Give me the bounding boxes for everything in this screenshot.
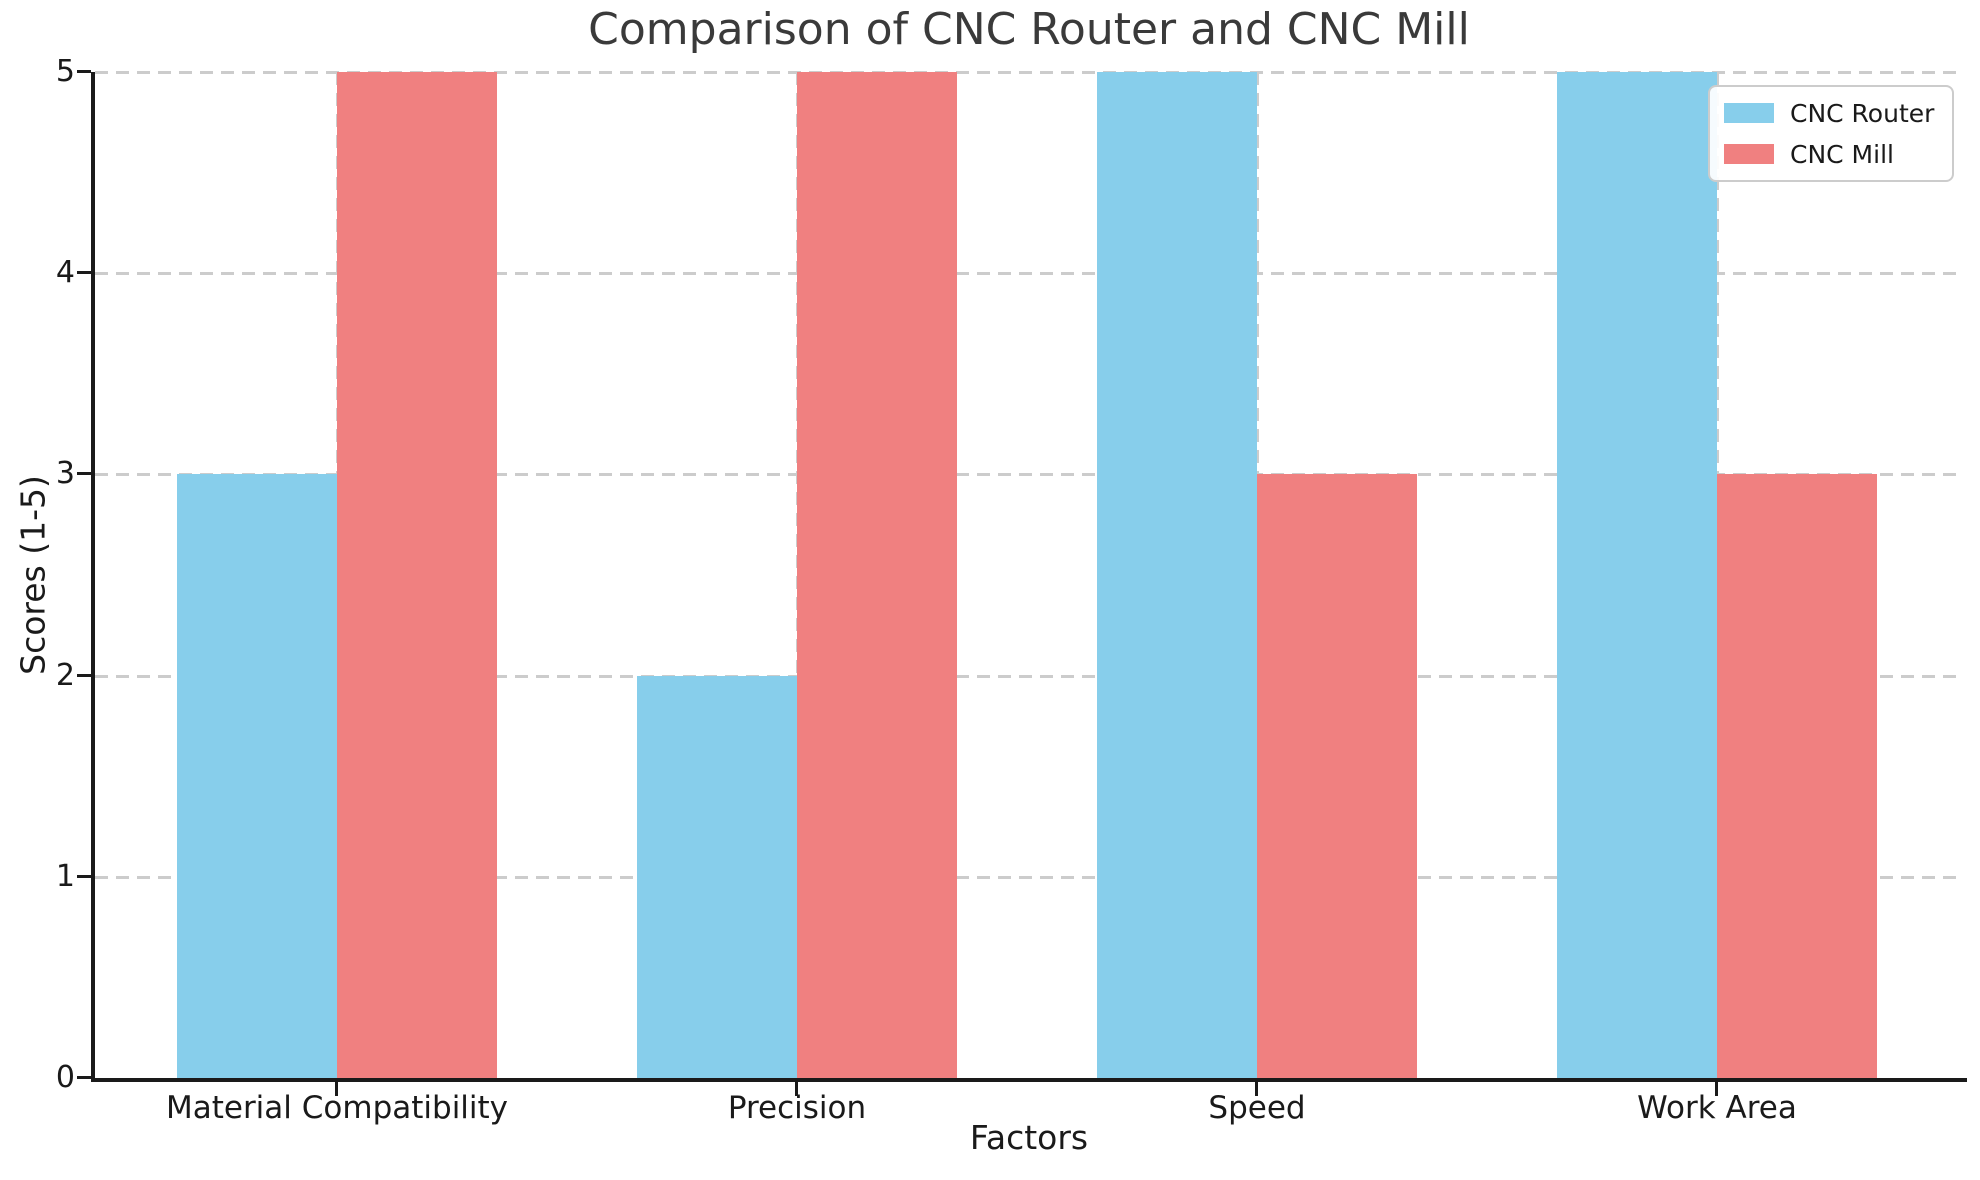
y-tick-label: 0	[55, 1060, 75, 1095]
x-axis-title: Factors	[969, 1118, 1089, 1157]
bar-cnc-router-speed	[1097, 72, 1257, 1078]
y-tick-mark	[77, 1076, 91, 1079]
x-tick-label: Work Area	[1637, 1090, 1797, 1126]
x-axis-spine	[91, 1078, 1967, 1082]
x-tick-mark	[1715, 1082, 1718, 1096]
h-gridline	[95, 674, 1963, 678]
bar-cnc-router-work-area	[1557, 72, 1717, 1078]
y-axis-spine	[91, 72, 95, 1082]
legend: CNC Router CNC Mill	[1708, 85, 1955, 182]
y-axis-title: Scores (1-5)	[13, 475, 53, 675]
y-tick-label: 2	[55, 657, 75, 693]
h-gridline	[95, 875, 1963, 879]
legend-item: CNC Mill	[1724, 137, 1934, 171]
x-tick-mark	[335, 1082, 338, 1096]
h-gridline	[95, 473, 1963, 477]
legend-label: CNC Mill	[1790, 139, 1894, 169]
x-tick-mark	[795, 1082, 798, 1096]
x-tick-mark	[1255, 1082, 1258, 1096]
bar-cnc-mill-speed	[1257, 474, 1417, 1078]
y-tick-mark	[77, 874, 91, 878]
y-tick-label: 5	[55, 54, 75, 89]
y-tick-mark	[77, 70, 91, 73]
bar-cnc-mill-precision	[797, 72, 957, 1078]
bar-cnc-router-material-compatibility	[177, 474, 337, 1078]
bar-cnc-router-precision	[637, 675, 797, 1078]
legend-swatch-cnc-mill	[1724, 144, 1774, 164]
x-tick-label: Material Compatibility	[165, 1090, 509, 1126]
legend-label: CNC Router	[1790, 98, 1935, 128]
y-tick-label: 1	[55, 858, 75, 894]
bar-cnc-mill-material-compatibility	[337, 72, 497, 1078]
y-tick-mark	[77, 472, 91, 476]
legend-item: CNC Router	[1724, 96, 1934, 130]
h-gridline	[95, 272, 1963, 276]
chart-title: Comparison of CNC Router and CNC Mill	[588, 4, 1470, 55]
y-tick-mark	[77, 673, 91, 677]
bar-cnc-mill-work-area	[1717, 474, 1877, 1078]
y-tick-label: 4	[55, 255, 75, 291]
legend-swatch-cnc-router	[1724, 103, 1774, 123]
y-tick-mark	[77, 271, 91, 275]
y-tick-label: 3	[55, 456, 75, 492]
h-gridline	[95, 71, 1963, 74]
x-tick-label: Speed	[1208, 1090, 1306, 1126]
x-tick-label: Precision	[727, 1090, 867, 1126]
